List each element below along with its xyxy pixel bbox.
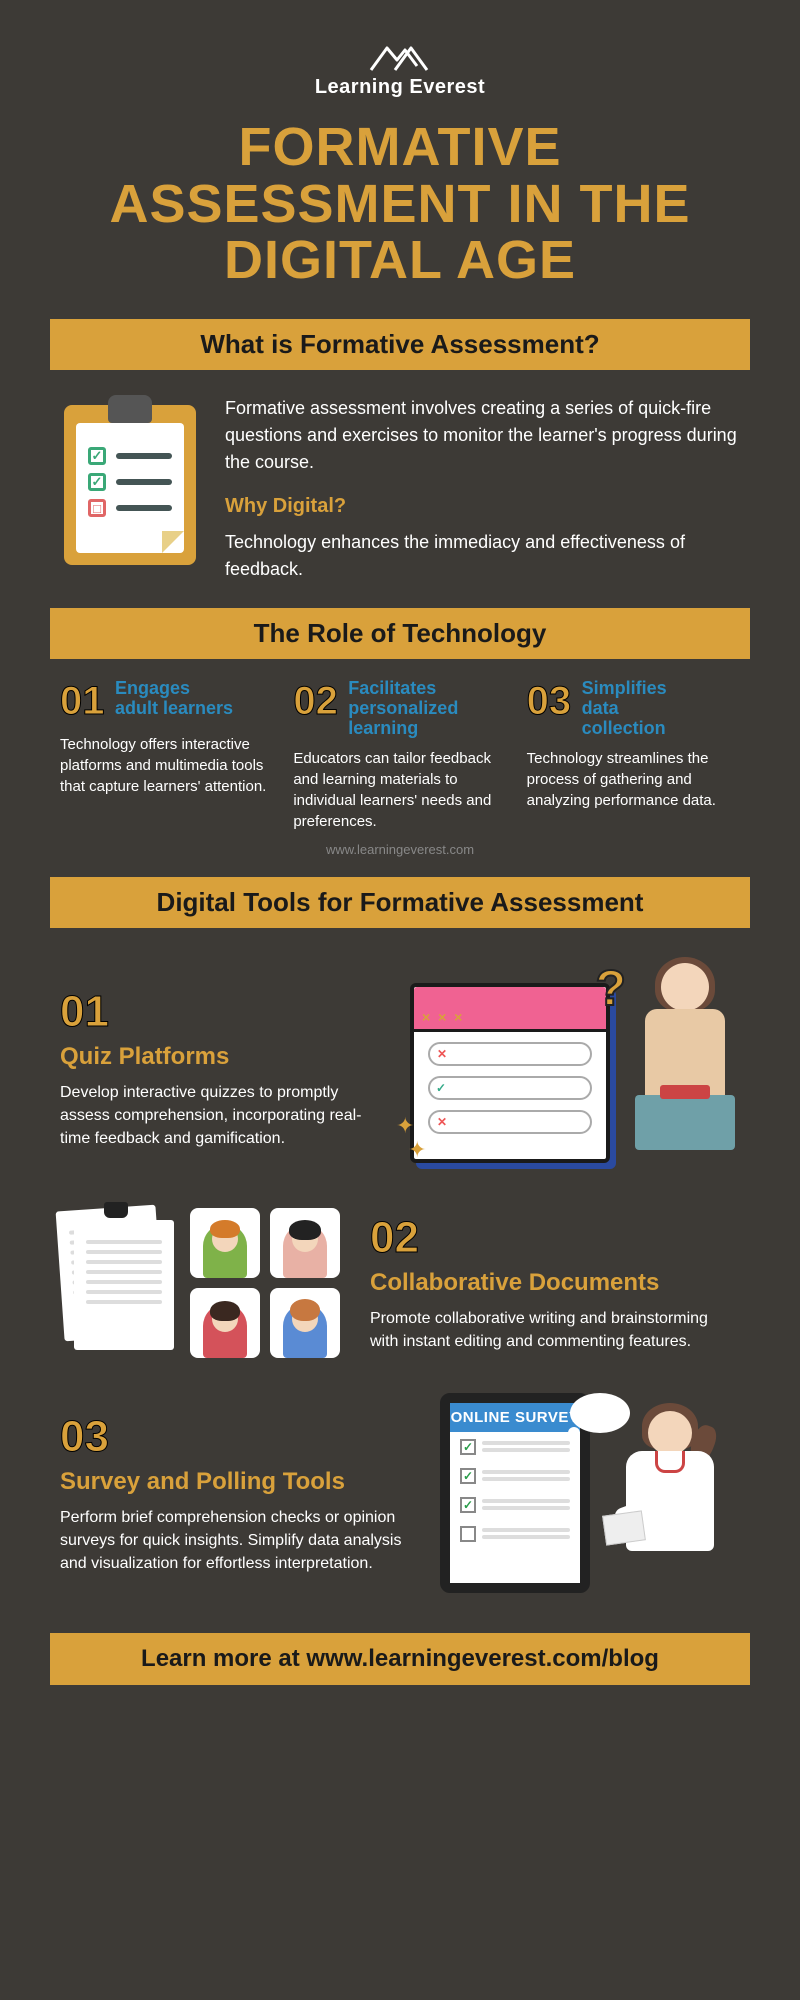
tool-title: Survey and Polling Tools — [60, 1468, 410, 1496]
role-item: 01 Engages adult learners Technology off… — [60, 679, 273, 832]
role-title: Facilitates personalized learning — [348, 679, 468, 738]
main-title: FORMATIVE ASSESSMENT IN THE DIGITAL AGE — [50, 119, 750, 289]
role-num: 02 — [293, 679, 338, 724]
tool-body: Perform brief comprehension checks or op… — [60, 1506, 410, 1576]
tool-title: Collaborative Documents — [370, 1269, 740, 1297]
brand-logo: Learning Everest — [50, 40, 750, 99]
thinking-person-icon — [630, 963, 740, 1173]
role-num: 03 — [527, 679, 572, 724]
survey-illustration: ONLINE SURVEY ✓ ✓ ✓ — [440, 1393, 740, 1593]
quiz-illustration: ? ✦ ✦ — [400, 963, 740, 1173]
watermark: www.learningeverest.com — [50, 842, 750, 857]
roles-row: 01 Engages adult learners Technology off… — [50, 679, 750, 832]
survey-person-icon — [600, 1393, 740, 1593]
tool-title: Quiz Platforms — [60, 1043, 370, 1071]
tool-collab: 02 Collaborative Documents Promote colla… — [60, 1208, 740, 1358]
avatar-icon — [190, 1208, 260, 1278]
role-body: Technology offers interactive platforms … — [60, 734, 273, 797]
tool-body: Develop interactive quizzes to promptly … — [60, 1081, 370, 1151]
role-num: 01 — [60, 679, 105, 724]
role-item: 03 Simplifies data collection Technology… — [527, 679, 740, 832]
avatar-icon — [190, 1288, 260, 1358]
tool-body: Promote collaborative writing and brains… — [370, 1307, 740, 1353]
intro-body2: Technology enhances the immediacy and ef… — [225, 529, 740, 583]
role-body: Educators can tailor feedback and learni… — [293, 748, 506, 832]
role-title: Simplifies data collection — [582, 679, 702, 738]
intro-sub: Why Digital? — [225, 491, 740, 521]
mountain-icon — [365, 40, 435, 72]
brand-name: Learning Everest — [50, 76, 750, 99]
tool-survey: 03 Survey and Polling Tools Perform brie… — [60, 1393, 740, 1593]
clipboard-icon: ✓ ✓ □ — [60, 395, 200, 565]
section2-banner: The Role of Technology — [50, 608, 750, 659]
role-title: Engages adult learners — [115, 679, 235, 719]
survey-header: ONLINE SURVEY — [450, 1403, 580, 1432]
collab-illustration — [60, 1208, 340, 1358]
section1-banner: What is Formative Assessment? — [50, 319, 750, 370]
section3-banner: Digital Tools for Formative Assessment — [50, 877, 750, 928]
tool-num: 01 — [60, 987, 370, 1037]
avatar-icon — [270, 1208, 340, 1278]
avatar-icon — [270, 1288, 340, 1358]
role-body: Technology streamlines the process of ga… — [527, 748, 740, 811]
tool-num: 02 — [370, 1213, 740, 1263]
tool-num: 03 — [60, 1412, 410, 1462]
intro-block: ✓ ✓ □ Formative assessment involves crea… — [50, 395, 750, 583]
tablet-icon: ONLINE SURVEY ✓ ✓ ✓ — [440, 1393, 590, 1593]
intro-body1: Formative assessment involves creating a… — [225, 395, 740, 476]
tool-quiz: 01 Quiz Platforms Develop interactive qu… — [60, 963, 740, 1173]
role-item: 02 Facilitates personalized learning Edu… — [293, 679, 506, 832]
footer-banner: Learn more at www.learningeverest.com/bl… — [50, 1633, 750, 1685]
